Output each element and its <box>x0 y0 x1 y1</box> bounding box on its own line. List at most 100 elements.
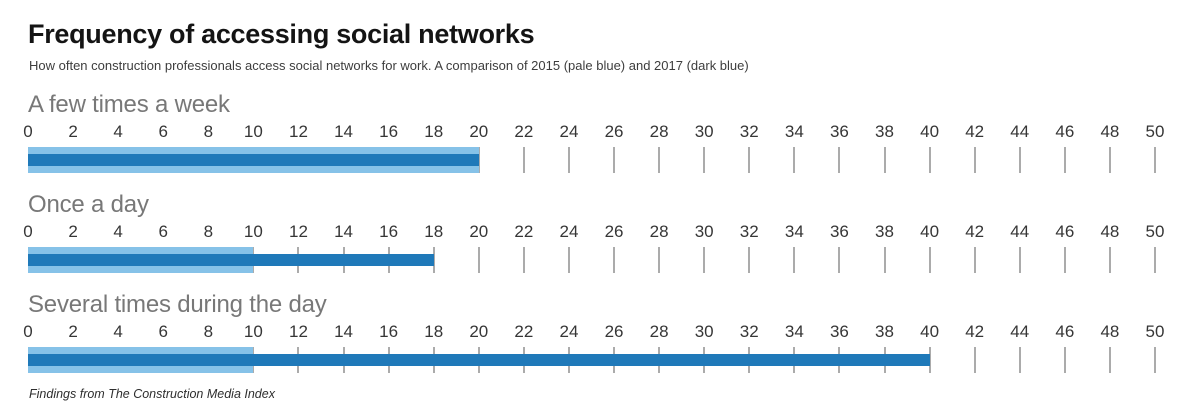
axis: 0 2 4 6 8 10 12 14 16 18 20 22 24 26 28 30 32 34 36 38 40 42 4… <box>23 322 1164 373</box>
axis-tick-label: 44 <box>1010 122 1030 141</box>
axis-tick-label: 2 <box>68 122 78 141</box>
chart-row-label: A few times a week <box>28 91 230 118</box>
axis-tick-mark <box>1063 247 1066 273</box>
axis-tick-label: 22 <box>514 322 534 341</box>
axis-tick-mark <box>748 247 751 273</box>
axis-tick-label: 40 <box>920 122 940 141</box>
axis-tick-label: 12 <box>289 122 308 141</box>
axis-tick-label: 10 <box>243 322 263 341</box>
axis-tick-label: 2 <box>68 222 78 241</box>
axis-tick-label: 12 <box>289 222 308 241</box>
axis-tick-label: 34 <box>784 222 804 241</box>
axis-tick-labels: 0 2 4 6 8 10 12 14 16 18 20 22 24 26 28 30 32 34 36 38 40 42 4… <box>23 222 1164 241</box>
axis-tick-label: 32 <box>739 322 759 341</box>
axis-tick-mark <box>1063 347 1066 373</box>
axis-tick-mark <box>613 247 616 273</box>
axis-tick-mark <box>432 247 435 273</box>
axis-tick-label: 16 <box>379 122 399 141</box>
bar-2017 <box>28 254 434 266</box>
axis-tick-label: 36 <box>829 122 849 141</box>
axis-tick-label: 6 <box>158 222 168 241</box>
axis: 0 2 4 6 8 10 12 14 16 18 20 22 24 26 28 30 32 34 36 38 40 42 4… <box>23 222 1164 273</box>
page-subtitle: How often construction professionals acc… <box>29 58 749 73</box>
axis-tick-mark <box>838 147 841 173</box>
axis-tick-mark <box>613 147 616 173</box>
chart-row: Once a day 0 2 4 6 8 10 12 14 16 18 20 22 24 26 28 30 32 3… <box>23 191 1191 274</box>
axis-tick-labels: 0 2 4 6 8 10 12 14 16 18 20 22 24 26 28 30 32 34 36 38 40 42 4… <box>23 322 1164 341</box>
page-title: Frequency of accessing social networks <box>28 19 535 49</box>
axis-tick-label: 36 <box>829 322 849 341</box>
axis-tick-label: 40 <box>920 322 940 341</box>
axis-tick-mark <box>883 147 886 173</box>
axis-tick-label: 18 <box>424 322 444 341</box>
axis-tick-mark <box>1108 147 1111 173</box>
charts-container: A few times a week 0 2 4 6 8 10 12 14 16 18 20 22 24 2… <box>23 91 1191 374</box>
axis-tick-mark <box>748 147 751 173</box>
axis-tick-mark <box>658 247 661 273</box>
bar-2017 <box>28 154 479 166</box>
axis-tick-label: 50 <box>1145 222 1165 241</box>
axis-tick-mark <box>703 247 706 273</box>
axis-tick-mark <box>1154 247 1156 273</box>
axis-tick-mark <box>567 247 570 273</box>
axis-tick-label: 10 <box>243 222 263 241</box>
axis-tick-label: 2 <box>68 322 78 341</box>
axis-tick-mark <box>973 247 976 273</box>
axis-tick-mark <box>522 247 525 273</box>
axis-tick-label: 24 <box>559 322 579 341</box>
axis-tick-label: 32 <box>739 222 759 241</box>
axis-tick-label: 6 <box>158 322 168 341</box>
axis-tick-label: 50 <box>1145 122 1165 141</box>
axis-tick-label: 28 <box>649 322 669 341</box>
axis-tick-label: 20 <box>469 322 489 341</box>
axis-tick-mark <box>838 247 841 273</box>
axis-tick-mark <box>793 147 796 173</box>
source-note: Findings from The Construction Media Ind… <box>29 387 275 401</box>
axis-tick-label: 26 <box>604 322 624 341</box>
chart-row-label: Once a day <box>28 191 149 218</box>
axis-tick-label: 34 <box>784 322 804 341</box>
axis-tick-label: 20 <box>469 222 489 241</box>
axis-tick-label: 46 <box>1055 322 1075 341</box>
bar-track <box>28 247 1156 273</box>
axis-tick-label: 48 <box>1100 122 1120 141</box>
axis-tick-label: 48 <box>1100 222 1120 241</box>
axis-tick-label: 26 <box>604 222 624 241</box>
axis-tick-label: 12 <box>289 322 308 341</box>
axis-tick-label: 18 <box>424 122 444 141</box>
chart-row-label: Several times during the day <box>28 291 327 318</box>
axis-tick-label: 30 <box>694 122 714 141</box>
axis-tick-label: 38 <box>875 222 894 241</box>
axis-tick-label: 8 <box>203 222 214 241</box>
axis-tick-label: 28 <box>649 222 669 241</box>
axis-tick-label: 4 <box>113 322 123 341</box>
axis-tick-label: 48 <box>1100 322 1120 341</box>
axis-tick-mark <box>1018 247 1021 273</box>
axis-tick-label: 0 <box>23 322 33 341</box>
axis-tick-label: 38 <box>875 122 894 141</box>
axis-tick-label: 30 <box>694 322 714 341</box>
axis-tick-label: 14 <box>334 322 354 341</box>
axis-tick-mark <box>928 147 931 173</box>
axis-tick-mark <box>928 347 931 373</box>
axis-tick-label: 0 <box>23 122 33 141</box>
axis-tick-label: 14 <box>334 222 354 241</box>
axis-tick-mark <box>973 147 976 173</box>
bar-2017 <box>28 354 930 366</box>
chart-row: Several times during the day 0 2 4 6 8 10 12 14 1… <box>23 291 1191 374</box>
axis-tick-label: 24 <box>559 222 579 241</box>
axis-tick-label: 8 <box>203 322 214 341</box>
axis-tick-mark <box>1063 147 1066 173</box>
axis-tick-label: 44 <box>1010 222 1030 241</box>
axis-tick-label: 6 <box>158 122 168 141</box>
axis-tick-label: 42 <box>965 322 985 341</box>
axis-tick-mark <box>883 247 886 273</box>
axis-tick-mark <box>1108 347 1111 373</box>
axis-tick-mark <box>477 147 480 173</box>
axis-tick-mark <box>477 247 480 273</box>
axis-tick-label: 16 <box>379 222 399 241</box>
axis-tick-mark <box>567 147 570 173</box>
axis-tick-label: 14 <box>334 122 354 141</box>
axis-tick-label: 46 <box>1055 122 1075 141</box>
